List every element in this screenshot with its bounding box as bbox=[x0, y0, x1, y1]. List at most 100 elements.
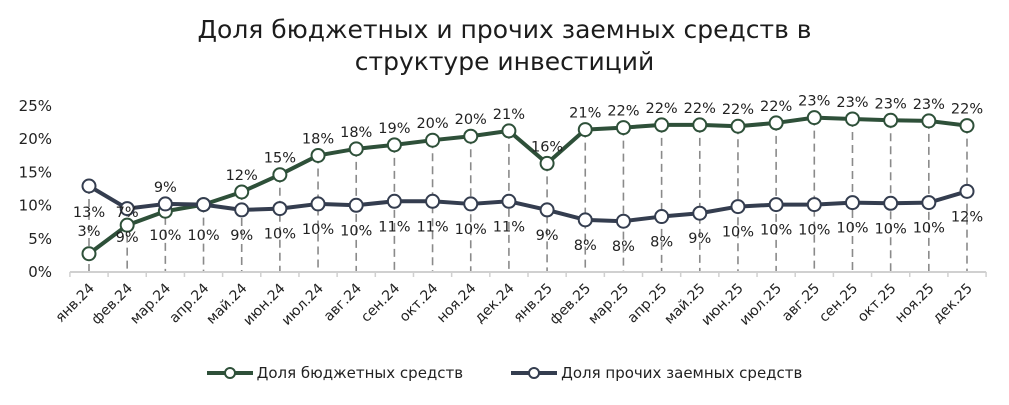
data-point-marker bbox=[654, 209, 670, 225]
data-point-marker bbox=[615, 213, 631, 229]
legend-label: Доля прочих заемных средств bbox=[561, 364, 803, 382]
data-label-other: 10% bbox=[455, 222, 487, 238]
data-point-marker bbox=[539, 202, 555, 218]
x-tick-label: сен.25 bbox=[816, 281, 861, 326]
data-label-other: 11% bbox=[416, 219, 448, 235]
data-point-marker bbox=[615, 120, 631, 136]
series-line-0 bbox=[87, 115, 968, 256]
legend-label: Доля бюджетных средств bbox=[256, 364, 464, 382]
data-label-other: 10% bbox=[264, 227, 296, 243]
data-point-marker bbox=[654, 117, 670, 133]
data-point-marker bbox=[119, 201, 135, 217]
x-tick-label: авг.24 bbox=[321, 280, 365, 324]
data-label-other: 10% bbox=[722, 225, 754, 241]
x-tick-label: фев.25 bbox=[547, 281, 594, 328]
data-label-other: 9% bbox=[116, 230, 139, 246]
data-label-other: 11% bbox=[493, 219, 525, 235]
data-point-marker bbox=[81, 178, 97, 194]
data-point-marker bbox=[768, 115, 784, 131]
data-label-other: 10% bbox=[760, 223, 792, 239]
title-line-1: Доля бюджетных и прочих заемных средств … bbox=[197, 15, 812, 44]
y-tick-label: 0% bbox=[28, 263, 52, 281]
data-label-budget: 16% bbox=[531, 139, 563, 155]
data-label-other: 8% bbox=[650, 235, 673, 251]
legend: Доля бюджетных средств Доля прочих заемн… bbox=[0, 364, 1009, 382]
data-label-budget: 19% bbox=[378, 121, 410, 137]
data-label-other: 13% bbox=[73, 205, 105, 221]
data-label-budget: 9% bbox=[154, 180, 177, 196]
x-tick-label: окт.24 bbox=[397, 280, 442, 325]
y-tick-label: 20% bbox=[19, 130, 52, 148]
data-point-marker bbox=[501, 193, 517, 209]
x-tick-label: июн.24 bbox=[240, 280, 288, 328]
x-tick-label: сен.24 bbox=[358, 280, 403, 325]
data-label-other: 11% bbox=[378, 219, 410, 235]
data-label-budget: 23% bbox=[875, 96, 907, 112]
data-point-marker bbox=[386, 193, 402, 209]
data-point-marker bbox=[119, 217, 135, 233]
x-tick-label: июн.25 bbox=[698, 281, 746, 329]
data-label-budget: 20% bbox=[455, 112, 487, 128]
legend-item-budget[interactable]: Доля бюджетных средств bbox=[206, 364, 464, 382]
data-point-marker bbox=[577, 122, 593, 138]
data-point-marker bbox=[310, 196, 326, 212]
x-tick-label: дек.24 bbox=[472, 280, 518, 326]
data-point-marker bbox=[157, 196, 173, 212]
data-point-marker bbox=[692, 205, 708, 221]
data-point-marker bbox=[425, 132, 441, 148]
data-label-other: 8% bbox=[574, 238, 597, 254]
data-point-marker bbox=[501, 123, 517, 139]
data-label-other: 10% bbox=[187, 228, 219, 244]
x-tick-label: ноя.24 bbox=[434, 280, 480, 326]
data-label-budget: 15% bbox=[264, 151, 296, 167]
data-point-marker bbox=[386, 137, 402, 153]
data-label-budget: 12% bbox=[226, 168, 258, 184]
x-tick-label: мар.25 bbox=[585, 281, 632, 328]
data-label-budget: 22% bbox=[607, 104, 639, 120]
data-label-other: 12% bbox=[951, 209, 983, 225]
data-label-other: 9% bbox=[688, 231, 711, 247]
y-tick-label: 25% bbox=[19, 97, 52, 115]
data-point-marker bbox=[921, 195, 937, 211]
data-label-budget: 18% bbox=[340, 125, 372, 141]
data-point-marker bbox=[272, 167, 288, 183]
data-point-marker bbox=[806, 197, 822, 213]
data-label-other: 10% bbox=[836, 221, 868, 237]
data-point-marker bbox=[883, 112, 899, 128]
legend-marker-icon bbox=[511, 367, 558, 379]
data-label-budget: 22% bbox=[951, 102, 983, 118]
data-label-budget: 23% bbox=[798, 94, 830, 110]
data-label-budget: 20% bbox=[416, 116, 448, 132]
data-label-budget: 23% bbox=[913, 97, 945, 113]
legend-item-other-loans[interactable]: Доля прочих заемных средств bbox=[511, 364, 802, 382]
data-point-marker bbox=[272, 201, 288, 217]
data-label-budget: 21% bbox=[493, 107, 525, 123]
y-tick-label: 10% bbox=[19, 197, 52, 215]
y-tick-label: 15% bbox=[19, 163, 52, 181]
data-label-budget: 23% bbox=[836, 95, 868, 111]
data-label-budget: 7% bbox=[116, 205, 139, 221]
data-label-other: 9% bbox=[230, 228, 253, 244]
title-line-2: структуре инвестиций bbox=[354, 47, 655, 76]
x-tick-label: дек.25 bbox=[930, 281, 976, 327]
data-label-other: 10% bbox=[913, 221, 945, 237]
data-point-marker bbox=[577, 212, 593, 228]
data-label-other: 10% bbox=[798, 223, 830, 239]
data-point-marker bbox=[81, 246, 97, 262]
data-label-budget: 21% bbox=[569, 106, 601, 122]
data-point-marker bbox=[463, 196, 479, 212]
data-point-marker bbox=[768, 197, 784, 213]
data-point-marker bbox=[806, 110, 822, 126]
data-label-budget: 3% bbox=[77, 224, 100, 240]
x-tick-label: мар.24 bbox=[127, 280, 174, 327]
data-label-other: 10% bbox=[340, 223, 372, 239]
legend-marker-icon bbox=[206, 367, 253, 379]
data-point-marker bbox=[883, 195, 899, 211]
data-point-marker bbox=[844, 195, 860, 211]
x-tick-label: июл.24 bbox=[279, 280, 327, 328]
data-point-marker bbox=[234, 184, 250, 200]
data-point-marker bbox=[463, 128, 479, 144]
data-point-marker bbox=[730, 118, 746, 134]
data-point-marker bbox=[425, 193, 441, 209]
